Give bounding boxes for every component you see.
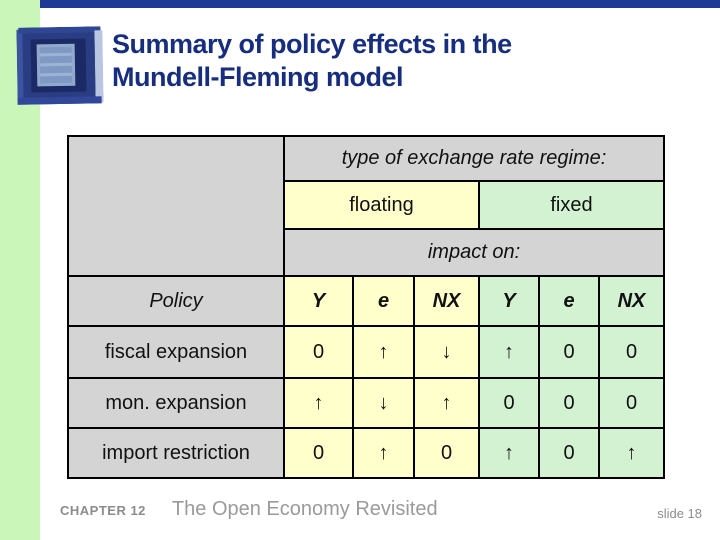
var-header-cell: e xyxy=(352,275,415,327)
policy-header-cell: Policy xyxy=(67,275,285,327)
slide-number: slide 18 xyxy=(657,506,702,521)
effect-value-cell: 0 xyxy=(478,377,540,429)
corner-cell xyxy=(67,135,285,277)
policy-label-cell: import restriction xyxy=(67,427,285,479)
var-header-cell: e xyxy=(538,275,600,327)
policy-effects-table: type of exchange rate regime: floating f… xyxy=(67,135,665,479)
var-header-cell: NX xyxy=(413,275,480,327)
regime-fixed-cell: fixed xyxy=(478,180,665,230)
effect-value-cell: 0 xyxy=(538,325,600,379)
effect-value-cell: 0 xyxy=(283,325,354,379)
effect-value-cell: ↑ xyxy=(478,325,540,379)
effect-value-cell: ↑ xyxy=(352,325,415,379)
chapter-label: CHAPTER 12 xyxy=(60,503,146,518)
effect-value-cell: 0 xyxy=(598,325,665,379)
book-title: The Open Economy Revisited xyxy=(171,498,438,520)
effect-value-cell: 0 xyxy=(283,427,354,479)
title-line-1: Summary of policy effects in the xyxy=(112,29,512,59)
effect-value-cell: ↑ xyxy=(352,427,415,479)
table-row: import restriction 0 ↑ 0 ↑ 0 ↑ xyxy=(67,427,665,479)
effect-value-cell: ↑ xyxy=(598,427,665,479)
var-header-cell: NX xyxy=(598,275,665,327)
blue-window-logo-icon xyxy=(16,26,104,105)
var-header-cell: Y xyxy=(283,275,354,327)
var-header-cell: Y xyxy=(478,275,540,327)
effect-value-cell: 0 xyxy=(538,377,600,429)
footer: CHAPTER 12 The Open Economy Revisited xyxy=(60,498,438,521)
regime-floating-cell: floating xyxy=(283,180,480,230)
policy-label-cell: mon. expansion xyxy=(67,377,285,429)
table-row: mon. expansion ↑ ↓ ↑ 0 0 0 xyxy=(67,377,665,429)
effect-value-cell: 0 xyxy=(413,427,480,479)
top-accent-bar xyxy=(40,0,720,8)
policy-label-cell: fiscal expansion xyxy=(67,325,285,379)
effect-value-cell: ↓ xyxy=(413,325,480,379)
effect-value-cell: ↓ xyxy=(352,377,415,429)
effect-value-cell: 0 xyxy=(598,377,665,429)
regime-header-cell: type of exchange rate regime: xyxy=(283,135,665,182)
effect-value-cell: ↑ xyxy=(413,377,480,429)
title-line-2: Mundell-Fleming model xyxy=(112,62,404,92)
impact-header-cell: impact on: xyxy=(283,228,665,277)
effect-value-cell: ↑ xyxy=(478,427,540,479)
page-title: Summary of policy effects in the Mundell… xyxy=(112,28,692,94)
table-row: fiscal expansion 0 ↑ ↓ ↑ 0 0 xyxy=(67,325,665,379)
effect-value-cell: ↑ xyxy=(283,377,354,429)
effect-value-cell: 0 xyxy=(538,427,600,479)
